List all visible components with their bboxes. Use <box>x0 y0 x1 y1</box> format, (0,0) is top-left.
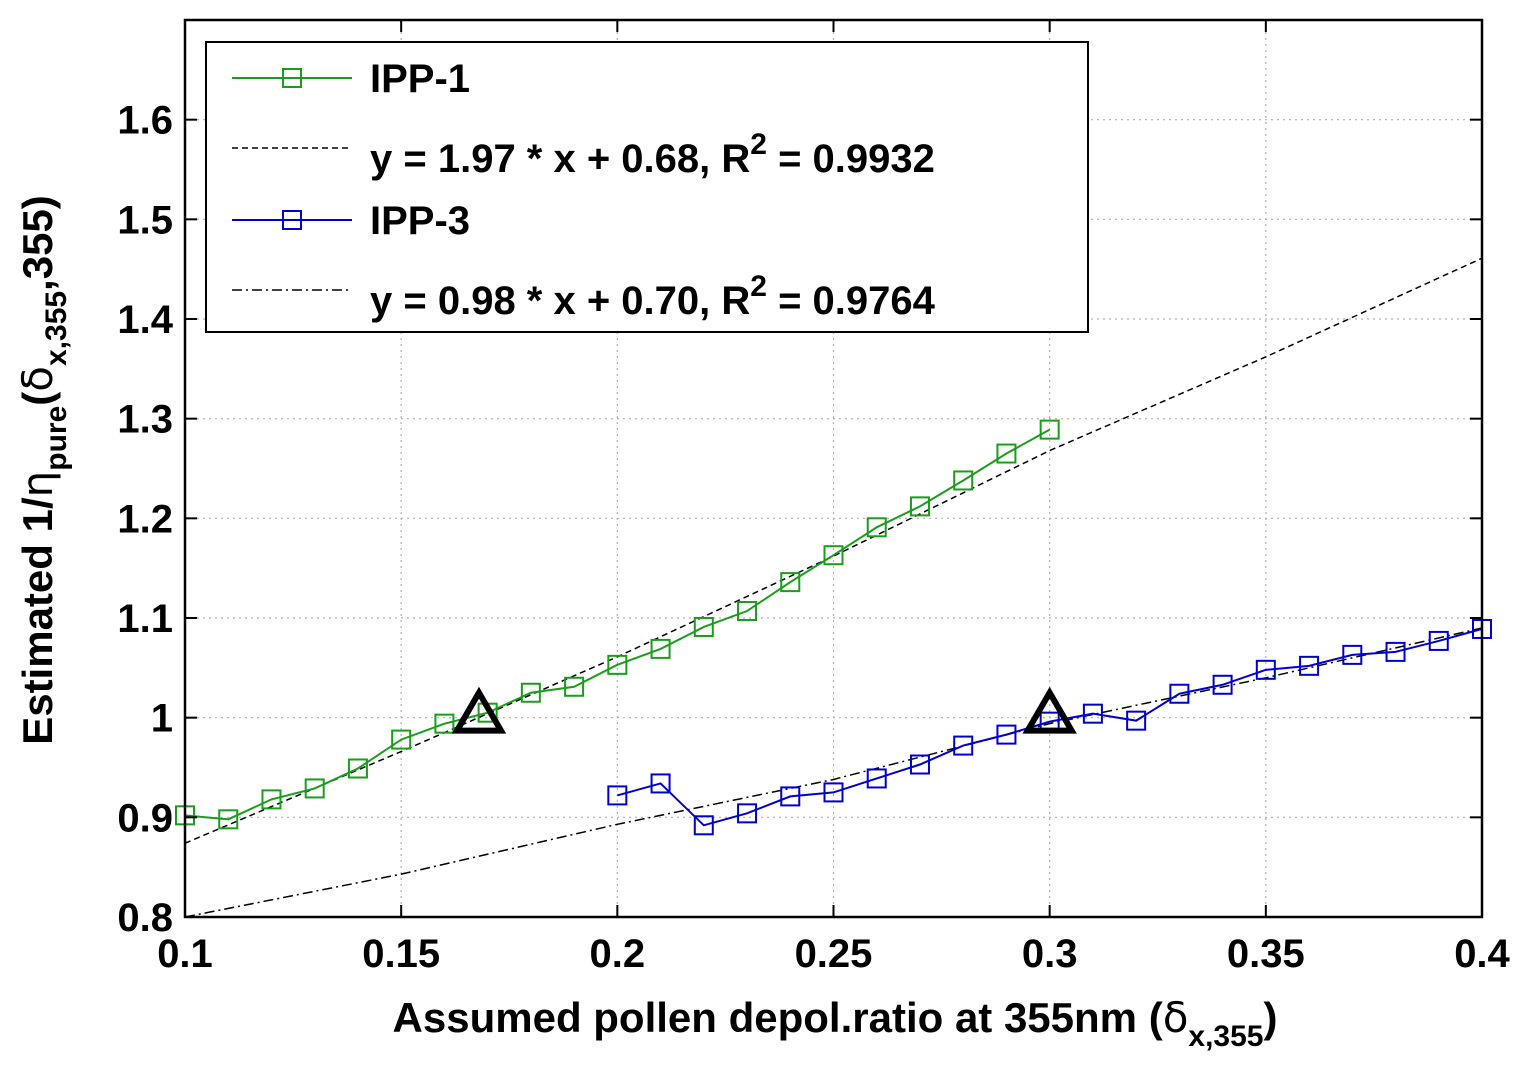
data-point-ipp-3 <box>953 735 974 756</box>
data-point-ipp-3 <box>909 754 930 775</box>
tick-labels: 0.1 0.15 0.2 0.25 0.3 0.35 0.4 0.8 0.9 1 1.1 1.2 1.3… <box>117 20 1511 976</box>
legend-ipp3-label: IPP-3 <box>370 199 470 243</box>
legend-box <box>205 41 1089 333</box>
triangle-marker <box>451 686 507 734</box>
data-point-ipp-3 <box>780 786 801 807</box>
data-point-ipp-3 <box>996 724 1017 745</box>
annotations <box>451 686 1077 734</box>
x-tick-label: 0.15 <box>362 932 440 976</box>
data-point-ipp-1 <box>996 443 1017 464</box>
data-point-ipp-3 <box>607 785 628 806</box>
y-tick-label: 0.8 <box>117 896 173 940</box>
legend-ipp3-marker <box>282 210 302 230</box>
y-axis-label: Estimated 1/ηpure(δx,355,355) <box>13 195 73 745</box>
series-line-ipp-1 <box>184 428 1051 821</box>
x-tick-label: 0.35 <box>1227 932 1305 976</box>
legend-fit2-label: y = 0.98 * x + 0.70, R2 = 0.9764 <box>370 270 936 323</box>
data-point-ipp-3 <box>650 773 671 794</box>
y-tick-label: 1.2 <box>117 497 173 541</box>
data-point-ipp-3 <box>693 815 714 836</box>
fit-line-1 <box>184 257 1483 844</box>
data-point-ipp-3 <box>1428 630 1449 651</box>
data-point-ipp-3 <box>1299 655 1320 676</box>
y-tick-label: 1.1 <box>117 597 173 641</box>
x-axis-label: Assumed pollen depol.ratio at 355nm (δx,… <box>393 993 1278 1053</box>
y-tick-label: 1.6 <box>117 99 173 143</box>
fit-lines <box>184 257 1483 918</box>
data-point-ipp-1 <box>953 470 974 491</box>
x-tick-label: 0.1 <box>157 932 213 976</box>
data-point-ipp-1 <box>866 517 887 538</box>
data-point-ipp-3 <box>737 803 758 824</box>
data-point-ipp-1 <box>347 758 368 779</box>
triangle-marker <box>1022 686 1077 734</box>
data-point-ipp-1 <box>520 682 541 703</box>
y-tick-label: 0.9 <box>117 796 173 840</box>
data-point-ipp-1 <box>261 789 282 810</box>
data-point-ipp-1 <box>737 601 758 622</box>
data-point-ipp-3 <box>1126 710 1147 731</box>
data-point-ipp-3 <box>866 768 887 789</box>
fit-line-2 <box>184 627 1483 918</box>
x-tick-label: 0.2 <box>590 932 646 976</box>
data-point-ipp-3 <box>1255 659 1276 680</box>
data-point-ipp-1 <box>1039 419 1060 440</box>
x-tick-label: 0.3 <box>1022 932 1078 976</box>
data-point-ipp-1 <box>650 638 671 659</box>
data-point-ipp-3 <box>823 782 844 803</box>
data-point-ipp-1 <box>823 545 844 566</box>
data-point-ipp-1 <box>693 616 714 637</box>
legend: IPP-1 y = 1.97 * x + 0.68, R2 = 0.9932 I… <box>205 41 1089 333</box>
data-point-ipp-1 <box>218 809 239 830</box>
x-tick-label: 0.25 <box>795 932 873 976</box>
data-series <box>175 419 1492 836</box>
data-point-ipp-3 <box>1082 703 1103 724</box>
series-line-ipp-3 <box>617 627 1483 827</box>
y-tick-label: 1.5 <box>117 198 173 242</box>
data-point-ipp-3 <box>1169 683 1190 704</box>
data-point-ipp-1 <box>391 729 412 750</box>
data-point-ipp-1 <box>304 778 325 799</box>
data-point-ipp-1 <box>909 496 930 517</box>
y-tick-label: 1.3 <box>117 398 173 442</box>
data-point-ipp-3 <box>1385 641 1406 662</box>
data-point-ipp-1 <box>780 572 801 593</box>
legend-fit1-label: y = 1.97 * x + 0.68, R2 = 0.9932 <box>370 128 935 181</box>
legend-ipp1-marker <box>282 68 302 88</box>
y-tick-label: 1.4 <box>117 298 173 342</box>
legend-ipp1-label: IPP-1 <box>370 57 470 101</box>
data-point-ipp-3 <box>1212 674 1233 695</box>
x-tick-label: 0.4 <box>1454 932 1510 976</box>
data-point-ipp-1 <box>434 713 455 734</box>
data-point-ipp-1 <box>564 676 585 697</box>
data-point-ipp-3 <box>1342 644 1363 665</box>
y-tick-label: 1 <box>151 697 173 741</box>
data-point-ipp-1 <box>607 654 628 675</box>
